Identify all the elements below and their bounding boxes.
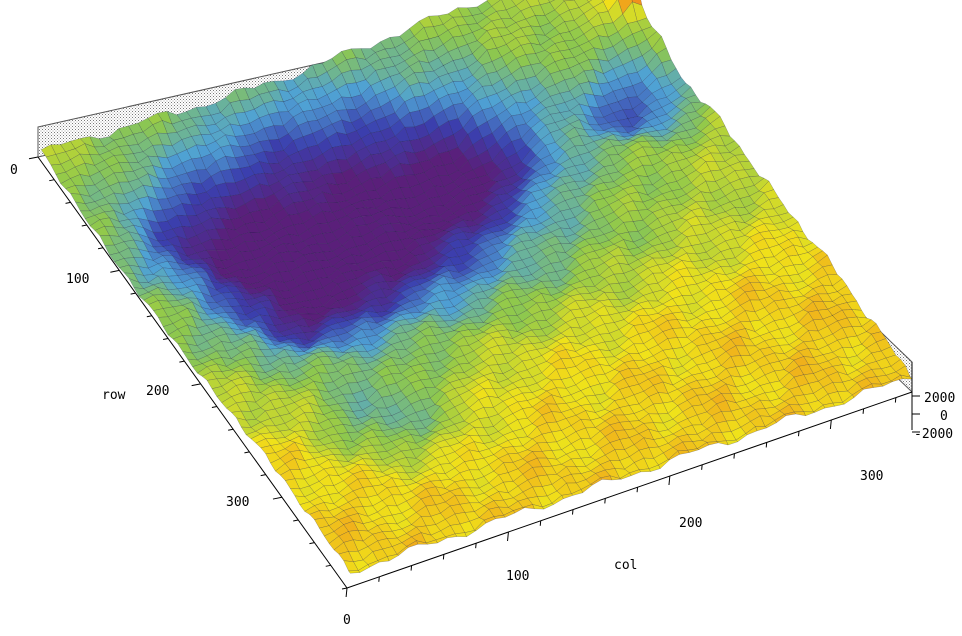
surface-mesh [41,0,912,573]
row-tick [49,180,54,181]
row-tick-label: 300 [226,495,249,510]
surface-cell [707,442,718,446]
row-tick [342,588,347,589]
col-tick [379,577,380,582]
surface-cell [678,450,689,454]
row-tick [244,452,249,453]
row-tick [326,565,331,566]
col-axis-label: col [614,558,637,573]
row-tick-label: 100 [66,272,89,287]
row-tick [131,293,136,294]
row-tick [98,248,103,249]
z-tick-label: -2000 [914,427,953,442]
col-tick [702,465,703,470]
row-tick [29,157,38,159]
col-tick-label: 300 [860,469,883,484]
row-tick [82,225,87,226]
col-tick [895,398,896,403]
row-tick [192,384,201,386]
z-tick-label: 0 [940,409,948,424]
col-tick [605,498,606,503]
col-tick [443,554,444,559]
col-tick-label: 100 [506,569,529,584]
col-tick [637,487,638,492]
col-tick-label: 0 [343,613,351,628]
col-tick [508,532,509,541]
col-tick [669,476,670,485]
col-tick [830,420,831,429]
col-tick [346,588,347,597]
row-tick-label: 0 [10,163,18,178]
col-tick [799,431,800,436]
row-tick [163,338,168,339]
row-tick-label: 200 [146,384,169,399]
row-tick [228,429,233,430]
col-tick [573,510,574,515]
col-tick [476,543,477,548]
row-tick [309,543,314,544]
row-tick [179,361,184,362]
row-tick [212,407,217,408]
col-tick [411,566,412,571]
col-tick-label: 200 [679,516,702,531]
surface-cell [833,402,844,406]
surface-cell [755,427,766,431]
row-tick [147,316,152,317]
row-tick [293,520,298,521]
z-tick-label: 2000 [924,391,955,406]
row-tick [273,497,282,499]
surface-cell [349,571,360,574]
col-tick [863,409,864,414]
col-tick [540,521,541,526]
surface-cell [872,384,883,388]
surface-cell [726,440,737,445]
row-tick [66,202,71,203]
row-tick [261,475,266,476]
row-tick [110,270,119,272]
row-axis-label: row [102,388,126,403]
col-tick [766,442,767,447]
surface-cell [804,412,815,416]
col-tick [734,454,735,459]
